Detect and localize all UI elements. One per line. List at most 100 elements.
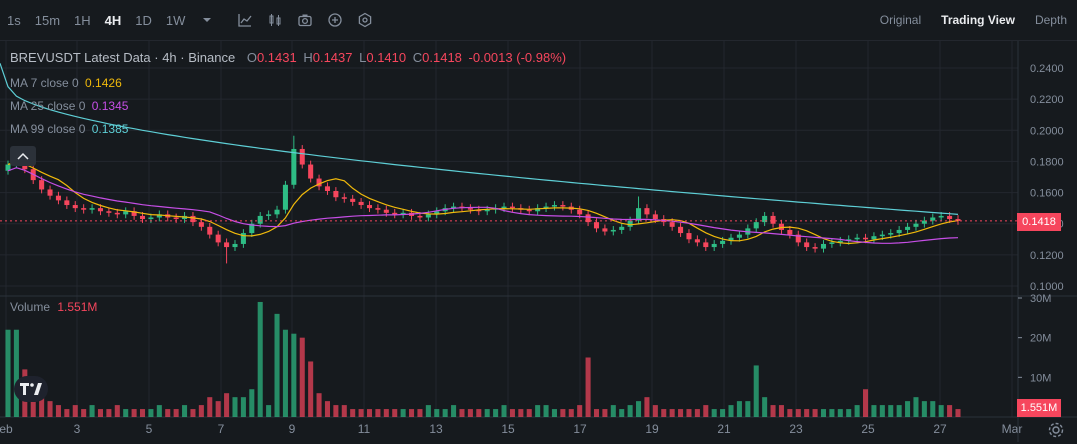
candle-body — [81, 208, 87, 210]
candle-body — [375, 208, 381, 210]
volume-bar — [207, 397, 213, 417]
timeframe-dropdown-icon[interactable] — [198, 11, 216, 29]
volume-bar — [97, 409, 103, 417]
open-value: 0.1431 — [256, 50, 297, 65]
volume-bar — [837, 409, 843, 417]
add-icon[interactable] — [326, 11, 344, 29]
candle-body — [425, 214, 431, 218]
timeframe-1d[interactable]: 1D — [135, 12, 152, 28]
volume-bar — [585, 357, 591, 417]
candle-body — [501, 206, 507, 209]
view-trading-view[interactable]: Trading View — [941, 13, 1015, 27]
candle-body — [291, 148, 297, 185]
volume-bar — [72, 405, 78, 417]
volume-bar — [812, 409, 818, 417]
candle-body — [55, 195, 61, 201]
candle-body — [636, 208, 642, 221]
view-original[interactable]: Original — [879, 13, 922, 27]
candle-body — [434, 211, 440, 215]
timeframe-1w[interactable]: 1W — [165, 12, 186, 28]
volume-bar — [913, 397, 919, 417]
price-chart[interactable]: 0.24000.22000.20000.18000.16000.14000.12… — [0, 41, 1077, 442]
volume-bar — [568, 409, 574, 417]
change-value: -0.0013 (-0.98%) — [468, 50, 567, 65]
view-depth[interactable]: Depth — [1034, 13, 1067, 27]
candle-body — [156, 214, 162, 218]
volume-bar — [5, 329, 11, 417]
volume-bar — [148, 409, 154, 417]
chevron-up-icon — [17, 152, 29, 160]
volume-bar — [921, 401, 927, 417]
volume-bar — [409, 409, 415, 417]
candle-body — [282, 184, 288, 210]
tradingview-logo-icon[interactable] — [14, 376, 48, 402]
candle-body — [728, 237, 734, 241]
candle-body — [753, 222, 759, 229]
indicators-icon[interactable] — [236, 11, 254, 29]
ma7-line — [7, 160, 959, 245]
chart-settings-icon[interactable] — [1047, 421, 1065, 439]
volume-bar — [55, 405, 61, 417]
volume-bar — [114, 405, 120, 417]
candle-body — [400, 212, 406, 215]
volume-bar — [610, 405, 616, 417]
camera-icon[interactable] — [296, 11, 314, 29]
volume-bar — [669, 409, 675, 417]
volume-bar — [535, 405, 541, 417]
current-volume-tag: 1.551M — [1017, 399, 1061, 417]
volume-bar — [795, 409, 801, 417]
volume-bar — [173, 409, 179, 417]
time-tick-label: 25 — [861, 422, 875, 436]
volume-bar — [829, 409, 835, 417]
candle-body — [484, 209, 490, 212]
volume-bar — [240, 397, 246, 417]
volume-bar — [333, 405, 339, 417]
volume-bar — [257, 301, 263, 417]
candle-body — [905, 226, 911, 230]
ma25-line — [7, 167, 959, 244]
candle-body — [64, 200, 70, 206]
candle-body — [509, 206, 515, 209]
settings-hex-icon[interactable] — [356, 11, 374, 29]
volume-bar — [905, 401, 911, 417]
candle-body — [795, 234, 801, 243]
candle-body — [383, 209, 389, 213]
volume-bar — [787, 409, 793, 417]
volume-bar — [770, 405, 776, 417]
volume-bar — [392, 409, 398, 417]
timeframe-1h[interactable]: 1H — [74, 12, 91, 28]
candle-body — [720, 240, 726, 244]
candle-body — [938, 215, 944, 218]
candle-body — [678, 226, 684, 234]
time-tick-label: 3 — [74, 422, 81, 436]
candle-body — [585, 214, 591, 223]
volume-bar — [350, 409, 356, 417]
candle-body — [762, 215, 768, 223]
candle-body — [577, 209, 583, 215]
volume-bar — [577, 405, 583, 417]
volume-bar — [30, 393, 36, 417]
candle-body — [652, 214, 658, 220]
volume-legend: Volume 1.551M — [10, 300, 97, 314]
candle-body — [736, 234, 742, 238]
volume-bar — [476, 409, 482, 417]
current-price-tag: 0.1418 — [1017, 213, 1061, 231]
time-tick-label: 27 — [933, 422, 947, 436]
volume-bar — [636, 401, 642, 417]
timeframe-15m[interactable]: 15m — [34, 12, 61, 28]
candle-body — [324, 186, 330, 192]
timeframe-4h[interactable]: 4H — [104, 12, 122, 28]
timeframe-1s[interactable]: 1s — [7, 12, 21, 28]
collapse-legend-button[interactable] — [10, 146, 36, 166]
volume-bar — [703, 405, 709, 417]
candle-body — [703, 242, 709, 248]
chart-type-candles-icon[interactable] — [266, 11, 284, 29]
candle-body — [72, 205, 78, 209]
volume-bar — [694, 409, 700, 417]
volume-bar — [366, 409, 373, 417]
ma25-label: MA 25 close 0 — [10, 99, 86, 113]
candle-body — [888, 233, 894, 235]
candle-body — [274, 209, 280, 215]
volume-bar — [863, 389, 869, 417]
candle-body — [896, 229, 902, 234]
